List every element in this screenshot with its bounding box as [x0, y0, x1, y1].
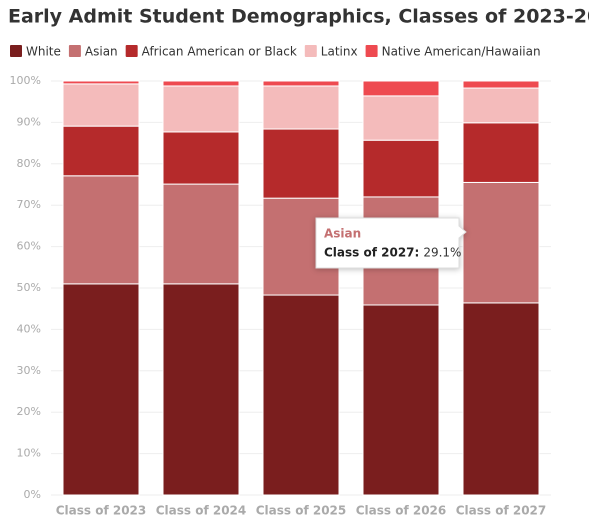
- legend-swatch: [68, 45, 81, 57]
- legend-swatch: [304, 45, 317, 57]
- y-tick-label: 10%: [17, 447, 41, 460]
- chart-title: Early Admit Student Demographics, Classe…: [8, 6, 589, 28]
- legend-label: African American or Black: [142, 45, 297, 59]
- bar-segment: [262, 85, 340, 130]
- bar-segment: [362, 139, 440, 198]
- y-tick-label: 20%: [17, 405, 41, 418]
- x-tick-label: Class of 2026: [356, 504, 447, 518]
- legend-label: Latinx: [321, 45, 358, 59]
- tooltip-title: Asian: [324, 227, 361, 241]
- bar-segment: [62, 175, 140, 285]
- bar-segment: [162, 85, 240, 133]
- tooltip-box: [315, 217, 467, 269]
- tooltip-value: 29.1%: [423, 246, 461, 260]
- bar-segment: [262, 128, 340, 199]
- tooltip-label: Class of 2027:: [324, 246, 419, 260]
- bar-segment: [262, 80, 340, 87]
- y-tick-label: 60%: [17, 240, 41, 253]
- bar-segment: [362, 304, 440, 496]
- bar-segment: [162, 80, 240, 87]
- bar-segment: [462, 80, 540, 89]
- bar-segment: [162, 131, 240, 185]
- bar-segment: [462, 181, 540, 304]
- y-tick-label: 30%: [17, 364, 41, 377]
- y-tick-label: 90%: [17, 115, 41, 128]
- bar-segment: [362, 95, 440, 141]
- tooltip: Asian Class of 2027: 29.1%: [315, 217, 467, 269]
- bar-segment: [462, 302, 540, 496]
- bar-segment: [62, 125, 140, 177]
- bar-segment: [462, 122, 540, 183]
- legend-swatch: [10, 45, 22, 57]
- y-tick-label: 100%: [10, 74, 41, 87]
- bar-segment: [262, 294, 340, 496]
- legend-label: Asian: [85, 45, 118, 59]
- legend-swatch: [365, 45, 378, 57]
- x-tick-label: Class of 2024: [156, 504, 247, 518]
- x-tick-label: Class of 2027: [456, 504, 547, 518]
- y-tick-label: 0%: [24, 488, 41, 501]
- y-tick-label: 40%: [17, 322, 41, 335]
- bar-segment: [362, 80, 440, 97]
- bar-segment: [62, 83, 140, 127]
- bar-segment: [162, 183, 240, 285]
- y-tick-label: 50%: [17, 281, 41, 294]
- bar-segment: [462, 87, 540, 124]
- y-tick-label: 80%: [17, 157, 41, 170]
- x-tick-label: Class of 2023: [56, 504, 147, 518]
- legend-swatch: [125, 45, 138, 57]
- bar-segment: [62, 283, 140, 496]
- y-tick-label: 70%: [17, 198, 41, 211]
- bar-segment: [162, 283, 240, 496]
- legend-label: White: [26, 45, 61, 59]
- x-tick-label: Class of 2025: [256, 504, 347, 518]
- legend-label: Native American/Hawaiian: [382, 45, 541, 59]
- bar-segment: [62, 80, 140, 85]
